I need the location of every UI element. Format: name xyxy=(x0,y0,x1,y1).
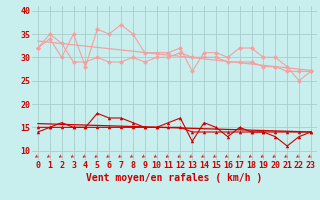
X-axis label: Vent moyen/en rafales ( km/h ): Vent moyen/en rafales ( km/h ) xyxy=(86,173,262,183)
